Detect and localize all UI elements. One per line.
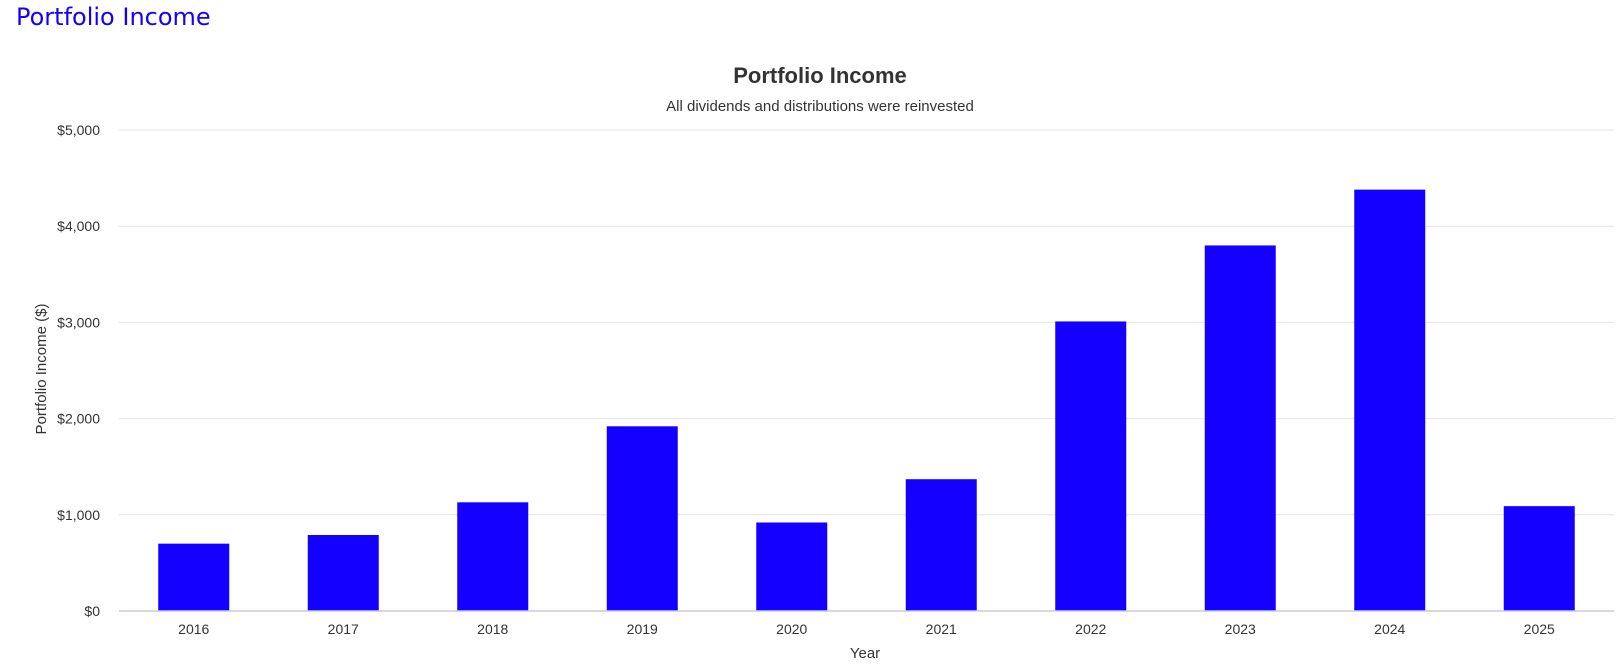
x-tick-label: 2022 xyxy=(1075,621,1106,637)
x-tick-label: 2016 xyxy=(178,621,209,637)
x-tick-label: 2017 xyxy=(328,621,359,637)
bar-2021[interactable] xyxy=(905,479,977,611)
x-tick-label: 2025 xyxy=(1524,621,1555,637)
chart-subtitle: All dividends and distributions were rei… xyxy=(666,98,974,115)
x-tick-label: 2018 xyxy=(477,621,508,637)
bar-2024[interactable] xyxy=(1354,189,1426,612)
bar-2017[interactable] xyxy=(307,535,379,611)
x-tick-label: 2020 xyxy=(776,621,807,637)
y-tick-label: $0 xyxy=(84,603,100,619)
chart-title: Portfolio Income xyxy=(733,63,907,88)
y-tick-label: $3,000 xyxy=(57,314,100,330)
x-tick-label: 2023 xyxy=(1225,621,1256,637)
y-tick-label: $2,000 xyxy=(57,411,100,427)
bar-2025[interactable] xyxy=(1503,506,1575,611)
x-axis-ticks: 2016 2017 2018 2019 2020 2021 2022 2023 2024 2025 xyxy=(178,621,1555,637)
y-axis-title: Portfolio Income ($) xyxy=(33,304,50,435)
page-heading: Portfolio Income xyxy=(16,3,211,31)
bar-2020[interactable] xyxy=(756,522,828,611)
bars xyxy=(158,189,1575,612)
bar-2018[interactable] xyxy=(457,502,529,611)
y-tick-label: $5,000 xyxy=(57,122,100,138)
x-axis-title: Year xyxy=(850,645,880,662)
bar-2022[interactable] xyxy=(1055,321,1127,611)
y-tick-label: $4,000 xyxy=(57,218,100,234)
bar-2023[interactable] xyxy=(1204,245,1276,611)
y-tick-label: $1,000 xyxy=(57,507,100,523)
bar-2016[interactable] xyxy=(158,543,230,611)
x-tick-label: 2021 xyxy=(926,621,957,637)
x-tick-label: 2019 xyxy=(627,621,658,637)
y-axis-ticks: $0 $1,000 $2,000 $3,000 $4,000 $5,000 xyxy=(57,122,100,619)
bar-2019[interactable] xyxy=(606,426,678,611)
x-tick-label: 2024 xyxy=(1374,621,1405,637)
